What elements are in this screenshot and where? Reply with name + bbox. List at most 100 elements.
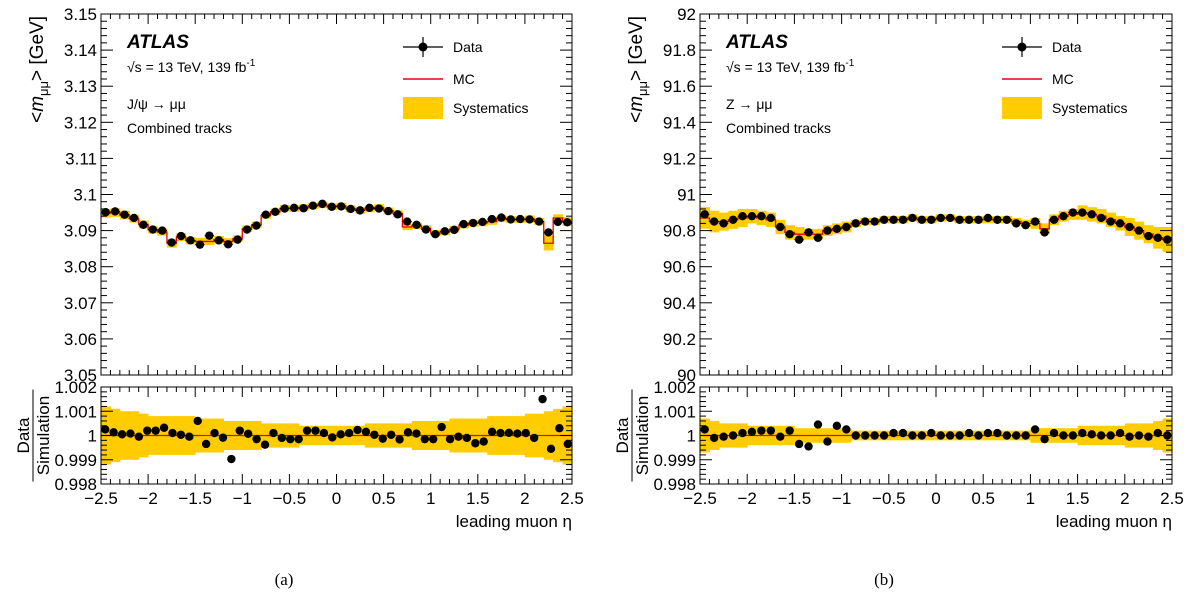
x-tick-label: −0.5 [273, 489, 307, 508]
x-tick-label: −1 [832, 489, 851, 508]
ratio-point [395, 435, 404, 444]
ratio-point [1144, 432, 1153, 441]
y-tick-label: 3.07 [64, 294, 97, 313]
data-point [139, 220, 148, 230]
ratio-point [361, 427, 371, 437]
data-point [917, 215, 927, 224]
ratio-point [168, 428, 177, 438]
ratio-point [185, 432, 194, 441]
x-axis-ticks: −2.5 −2 −1.5 −1 −0.5 0 0.5 1 1.5 2 2.5 [84, 14, 584, 508]
data-point [1021, 220, 1030, 230]
x-tick-label: 2.5 [560, 489, 584, 508]
x-tick-label: −2 [138, 489, 157, 508]
data-point [766, 213, 775, 223]
x-tick-label: 1 [1026, 489, 1035, 508]
data-point [945, 213, 955, 223]
data-point [252, 221, 261, 230]
x-axis-ticks: −2.5 −2 −1.5 −1 −0.5 0 0.5 1 1.5 2 2.5 [683, 14, 1184, 508]
data-point [101, 207, 110, 217]
y-tick-label: 90 [677, 366, 696, 385]
y-tick-label: 3.08 [64, 258, 97, 277]
legend: Data MC Systematics [1002, 37, 1127, 119]
ratio-y-ticks: 0.998 0.999 1 1.001 1.002 [54, 378, 572, 494]
legend-data-marker [1017, 42, 1027, 52]
x-tick-label: −1.5 [778, 489, 812, 508]
data-point [440, 227, 450, 236]
x-tick-label: 0 [931, 489, 940, 508]
ratio-point [227, 454, 236, 464]
ratio-point [143, 426, 152, 435]
ratio-point [908, 431, 917, 440]
data-point [402, 217, 412, 226]
ratio-y-ticks: 0.998 0.999 1 1.001 1.002 [653, 378, 1172, 494]
ratio-point [917, 431, 927, 440]
data-point [908, 213, 917, 223]
x-tick-label: −2.5 [84, 489, 118, 508]
ratio-point [521, 428, 530, 438]
energy-lumi-label: √s = 13 TeV, 139 fb-1 [726, 58, 855, 75]
ratio-point [709, 433, 719, 443]
data-point [983, 213, 993, 223]
data-series [700, 208, 1172, 244]
data-point [1097, 213, 1106, 223]
x-tick-label: 2 [1120, 489, 1129, 508]
y-tick-label: 3.14 [64, 41, 97, 60]
ratio-point [445, 434, 455, 444]
ratio-point [738, 428, 747, 438]
data-point [506, 215, 515, 224]
data-point [450, 225, 459, 235]
data-point [1153, 233, 1163, 243]
data-point [355, 206, 365, 215]
data-point [223, 240, 233, 249]
ratio-point [487, 427, 497, 437]
data-point [1059, 211, 1068, 221]
data-point [242, 225, 252, 234]
ratio-point [757, 426, 766, 435]
ratio-point [776, 432, 785, 441]
ratio-point [403, 428, 413, 437]
data-point [879, 215, 889, 224]
data-point [271, 207, 280, 217]
ratio-point [927, 428, 936, 438]
data-point [1030, 217, 1040, 226]
ratio-point [955, 431, 964, 440]
y-tick-label: 3.11 [65, 149, 97, 168]
ratio-point [936, 431, 945, 440]
x-tick-label: −1 [233, 489, 252, 508]
y-tick-label: 3.12 [64, 113, 97, 132]
ratio-point [898, 428, 908, 438]
y-tick-label: 3.15 [64, 5, 97, 24]
ratio-point [328, 433, 337, 442]
data-point [1115, 219, 1125, 228]
data-point [842, 222, 851, 232]
y-tick-label: 91.6 [663, 77, 696, 96]
data-point [110, 207, 120, 216]
data-point [393, 210, 402, 219]
ratio-point [269, 428, 278, 438]
ratio-series [101, 394, 572, 464]
data-point [205, 231, 214, 240]
ratio-point [813, 420, 823, 429]
ratio-point [1021, 431, 1030, 440]
data-point [889, 215, 898, 224]
ratio-point [719, 432, 728, 441]
data-point [176, 231, 186, 241]
data-point [120, 210, 129, 219]
legend-mc-label: MC [453, 71, 475, 87]
x-tick-label: 2.5 [1160, 489, 1184, 508]
ratio-point [832, 421, 842, 430]
ratio-point [429, 434, 438, 444]
ratio-point [117, 430, 127, 439]
data-point [747, 211, 757, 221]
y-tick-label: 90.4 [663, 294, 696, 313]
ratio-point [126, 429, 135, 438]
ratio-point [1087, 430, 1096, 439]
x-tick-label: 2 [520, 489, 529, 508]
ratio-point [176, 430, 186, 439]
y-tick-label: 91.2 [663, 149, 696, 168]
ratio-point [851, 431, 860, 440]
ratio-tick-label: 0.999 [54, 451, 97, 470]
data-point [1125, 222, 1134, 232]
ratio-point [420, 434, 430, 444]
